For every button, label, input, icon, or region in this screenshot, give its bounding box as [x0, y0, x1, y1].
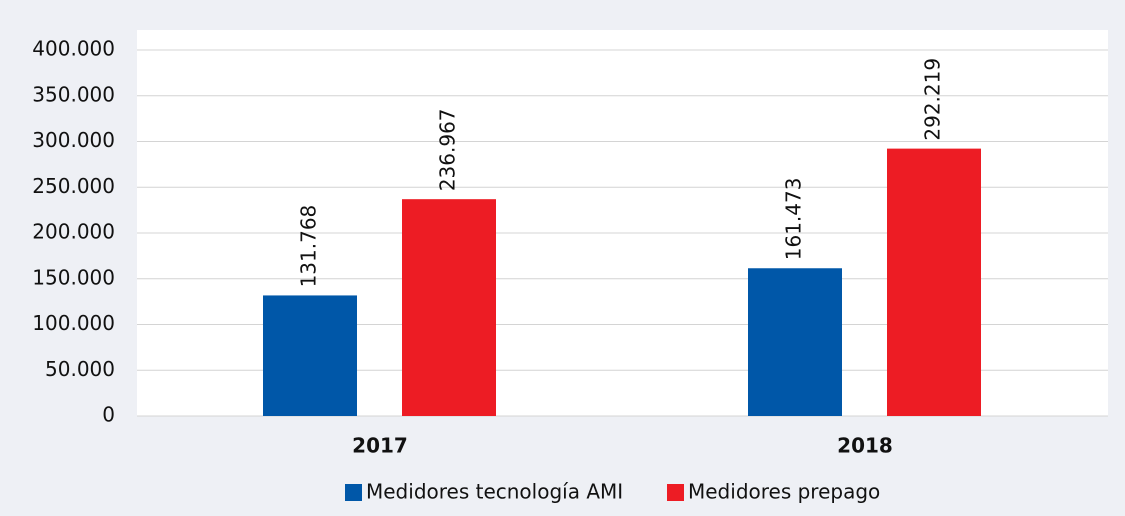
- legend-label: Medidores prepago: [688, 480, 880, 504]
- x-tick-label: 2017: [352, 434, 408, 458]
- y-tick-label: 100.000: [32, 311, 115, 335]
- y-tick-label: 350.000: [32, 82, 115, 106]
- y-tick-label: 250.000: [32, 174, 115, 198]
- value-label: 292.219: [921, 58, 945, 141]
- legend-swatch: [667, 484, 684, 501]
- y-tick-label: 400.000: [32, 37, 115, 61]
- value-label: 131.768: [297, 205, 321, 288]
- bar: [887, 148, 981, 416]
- y-tick-label: 50.000: [45, 357, 115, 381]
- y-tick-label: 0: [102, 403, 115, 427]
- legend-label: Medidores tecnología AMI: [366, 480, 623, 504]
- bar: [263, 295, 357, 416]
- value-label: 236.967: [436, 108, 460, 191]
- value-label: 161.473: [782, 178, 806, 261]
- bar: [402, 199, 496, 416]
- y-tick-label: 300.000: [32, 128, 115, 152]
- bar: [748, 268, 842, 416]
- legend-swatch: [345, 484, 362, 501]
- x-tick-label: 2018: [837, 434, 893, 458]
- y-tick-label: 200.000: [32, 220, 115, 244]
- y-tick-label: 150.000: [32, 265, 115, 289]
